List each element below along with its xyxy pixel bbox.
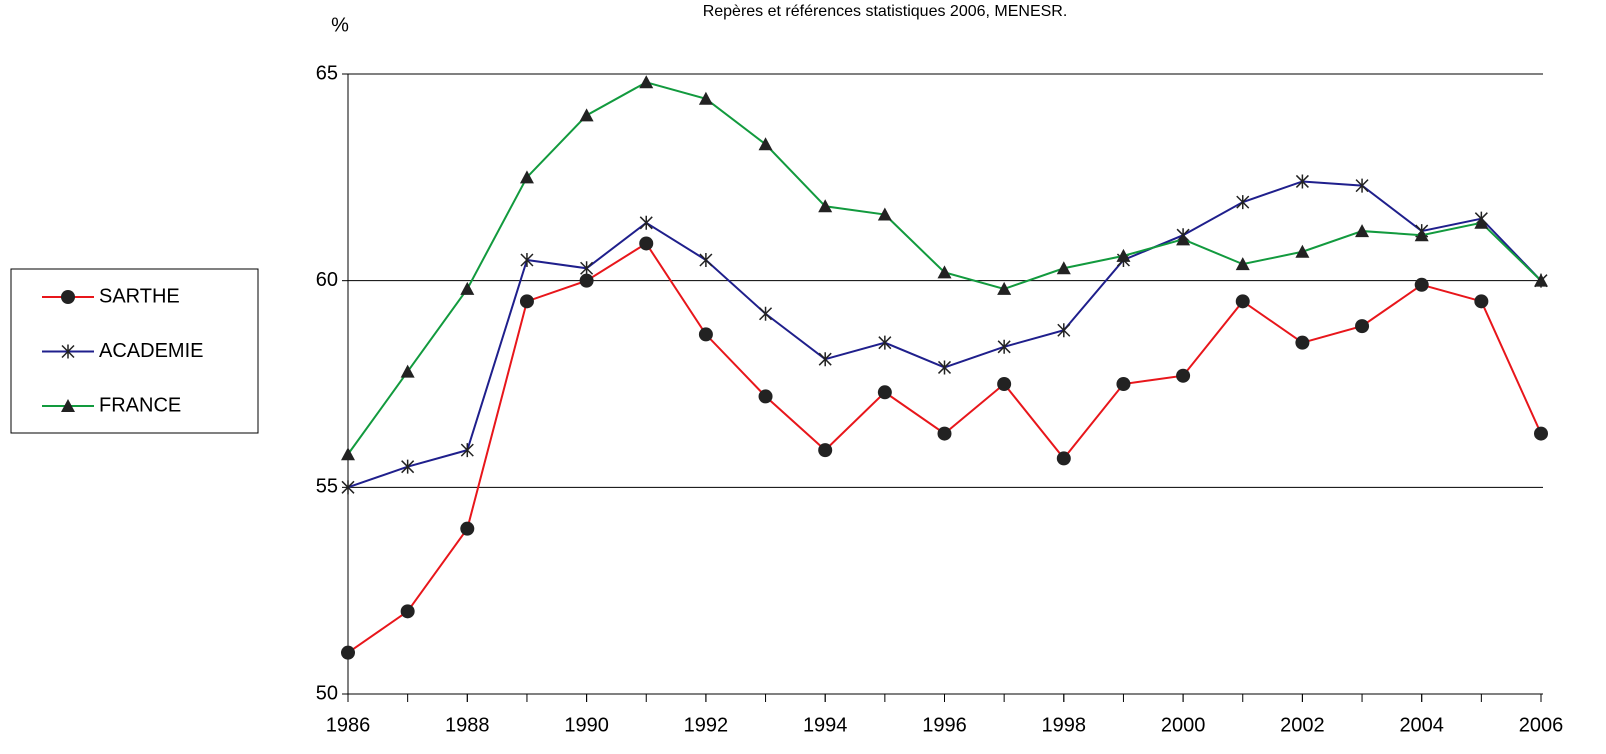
- legend-label: FRANCE: [99, 394, 181, 416]
- marker: [1474, 294, 1489, 309]
- marker: [1355, 319, 1370, 334]
- marker: [1176, 232, 1191, 246]
- marker: [937, 360, 952, 375]
- marker: [698, 91, 713, 105]
- marker: [758, 389, 773, 404]
- x-tick-label: 1992: [684, 714, 729, 736]
- marker: [1056, 451, 1071, 466]
- marker: [1176, 368, 1191, 383]
- marker: [1235, 294, 1250, 309]
- marker: [460, 443, 474, 458]
- marker: [997, 377, 1012, 391]
- marker: [818, 443, 833, 458]
- marker: [1534, 426, 1548, 441]
- x-tick-label: 2004: [1399, 714, 1444, 736]
- marker: [639, 215, 653, 230]
- marker: [519, 170, 534, 184]
- y-tick-label: 60: [316, 269, 338, 291]
- marker: [818, 199, 833, 213]
- marker: [519, 294, 534, 309]
- x-tick-label: 2000: [1161, 714, 1206, 736]
- marker: [1474, 215, 1489, 229]
- marker: [1534, 273, 1548, 287]
- marker: [1056, 261, 1071, 275]
- marker: [877, 207, 892, 221]
- marker: [1414, 277, 1429, 292]
- marker: [1355, 224, 1370, 238]
- marker: [580, 261, 594, 276]
- x-tick-label: 2006: [1519, 714, 1564, 736]
- x-tick-label: 1998: [1042, 714, 1087, 736]
- x-tick-label: 1986: [326, 714, 371, 736]
- marker: [401, 459, 415, 474]
- marker: [400, 604, 415, 619]
- marker: [877, 385, 892, 400]
- marker: [1116, 248, 1131, 262]
- y-tick-label: 50: [316, 682, 338, 704]
- legend-label: SARTHE: [99, 285, 180, 307]
- marker: [758, 137, 773, 151]
- marker: [460, 521, 475, 536]
- marker: [997, 281, 1012, 295]
- legend-label: ACADEMIE: [99, 340, 203, 362]
- marker: [341, 480, 355, 495]
- marker: [520, 253, 534, 267]
- marker: [639, 236, 654, 251]
- x-tick-label: 1988: [445, 714, 490, 736]
- y-axis-label: %: [331, 14, 349, 36]
- marker: [937, 426, 952, 441]
- marker: [698, 327, 713, 342]
- marker: [1414, 228, 1429, 242]
- marker: [1295, 244, 1310, 258]
- marker: [639, 75, 654, 89]
- marker: [1295, 174, 1309, 189]
- chart-subtitle: Repères et références statistiques 2006,…: [703, 3, 1068, 20]
- marker: [1355, 178, 1369, 193]
- marker: [1235, 257, 1250, 271]
- marker: [937, 265, 952, 279]
- x-tick-label: 1990: [564, 714, 609, 736]
- x-tick-label: 2002: [1280, 714, 1325, 736]
- marker: [579, 273, 594, 288]
- marker: [579, 108, 594, 122]
- marker: [1236, 195, 1250, 210]
- marker: [1295, 335, 1310, 350]
- marker: [997, 339, 1011, 354]
- x-tick-label: 1996: [922, 714, 967, 736]
- y-tick-label: 65: [316, 62, 338, 84]
- marker: [400, 364, 415, 378]
- legend-marker: [61, 290, 75, 304]
- marker: [699, 253, 713, 267]
- marker: [818, 352, 832, 367]
- y-tick-label: 55: [316, 476, 338, 498]
- marker: [878, 335, 892, 350]
- marker: [1116, 377, 1131, 391]
- marker: [1057, 323, 1071, 338]
- legend-marker: [61, 344, 75, 359]
- x-tick-label: 1994: [803, 714, 848, 736]
- marker: [341, 645, 355, 660]
- marker: [341, 447, 355, 461]
- legend-marker: [61, 399, 75, 412]
- marker: [759, 306, 773, 321]
- marker: [460, 281, 475, 295]
